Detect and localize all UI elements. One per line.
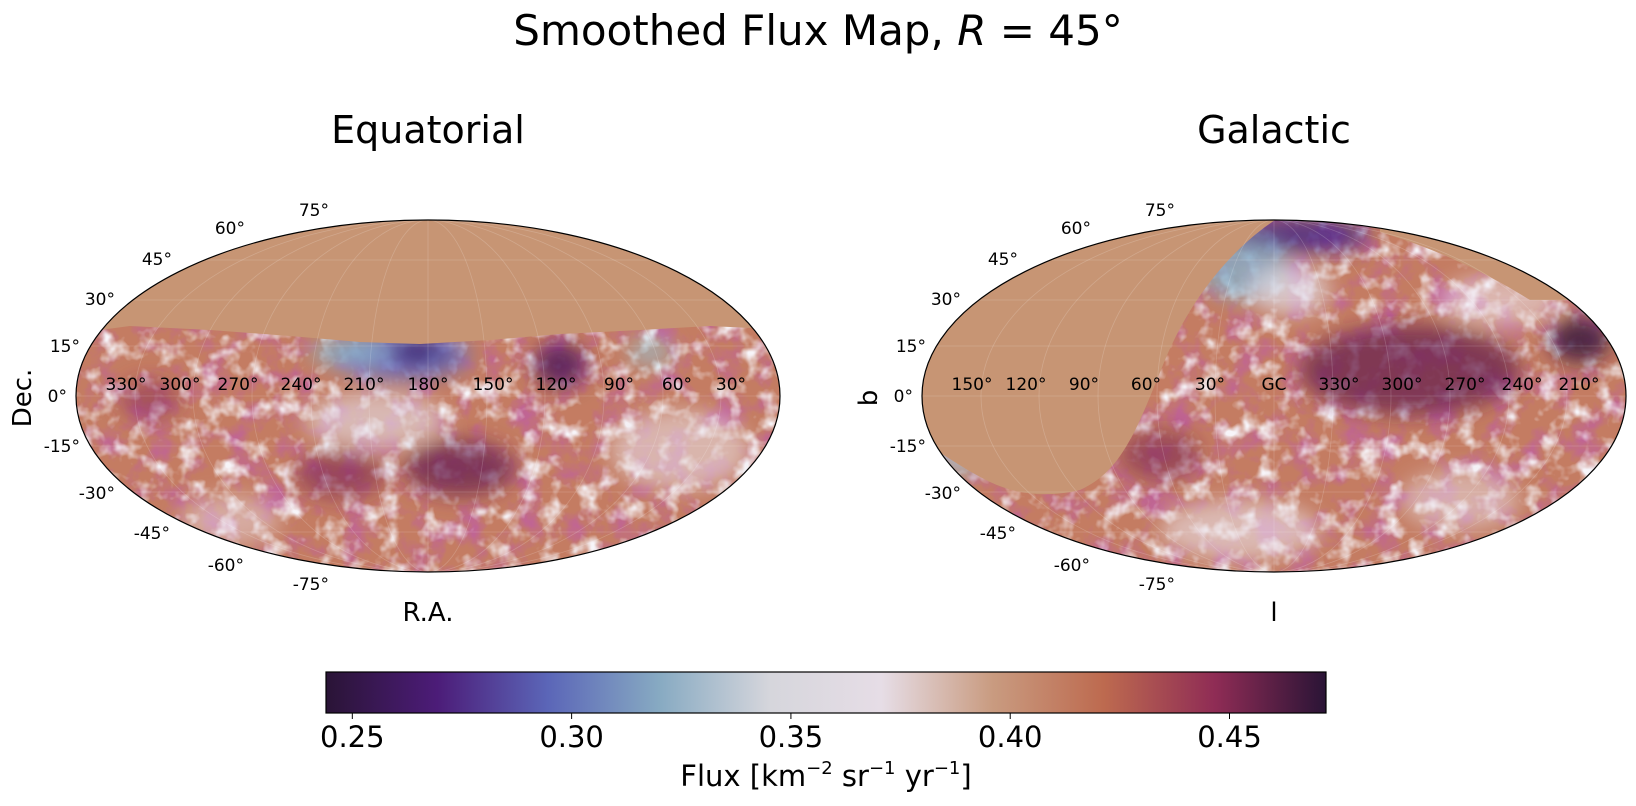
colorbar-gradient — [325, 671, 1327, 714]
colorbar: 0.25 0.30 0.35 0.40 0.45 Flux [km−2 sr−1 yr−… — [320, 671, 1327, 793]
galactic-lon-tick: 330° — [1319, 375, 1360, 395]
colorbar-tick-label: 0.45 — [1197, 720, 1262, 754]
equatorial-lon-ticks: 330° 300° 270° 240° 210° 180° 150° 120° … — [106, 375, 747, 395]
colorbar-tick-label: 0.40 — [978, 720, 1043, 754]
equatorial-lon-tick: 120° — [536, 375, 577, 395]
galactic-title: Galactic — [1197, 108, 1351, 152]
equatorial-lat-tick: -45° — [134, 524, 170, 544]
galactic-lat-tick: -75° — [1139, 575, 1175, 595]
equatorial-masked-region — [76, 220, 780, 344]
colorbar-label: Flux [km−2 sr−1 yr−1] — [680, 758, 971, 793]
equatorial-lat-tick: 75° — [299, 201, 329, 221]
galactic-masked-region — [922, 220, 1275, 495]
equatorial-lat-tick: 0° — [48, 387, 67, 407]
galactic-lon-tick: 150° — [952, 375, 993, 395]
equatorial-xlabel: R.A. — [403, 598, 454, 628]
equatorial-lon-tick: 150° — [473, 375, 514, 395]
equatorial-lon-tick: 300° — [160, 375, 201, 395]
equatorial-lon-tick: 60° — [662, 375, 692, 395]
equatorial-lat-tick: -60° — [208, 556, 244, 576]
equatorial-lat-ticks: 75° 60° 45° 30° 15° 0° -15° -30° -45° -6… — [44, 201, 329, 595]
galactic-lon-ticks: 150° 120° 90° 60° 30° GC 330° 300° 270° … — [952, 375, 1600, 395]
galactic-map — [922, 220, 1626, 572]
equatorial-lon-tick: 270° — [218, 375, 259, 395]
galactic-lon-tick: 270° — [1445, 375, 1486, 395]
galactic-panel: Galactic — [854, 108, 1627, 628]
colorbar-tick-label: 0.30 — [539, 720, 604, 754]
equatorial-lat-tick: -15° — [44, 437, 80, 457]
galactic-lat-tick: -45° — [980, 524, 1016, 544]
equatorial-lon-tick: 30° — [716, 375, 746, 395]
galactic-lat-tick: 30° — [931, 290, 961, 310]
galactic-lon-tick: 240° — [1502, 375, 1543, 395]
galactic-lat-tick: 60° — [1061, 219, 1091, 239]
equatorial-lon-tick: 90° — [604, 375, 634, 395]
colorbar-tick-label: 0.25 — [320, 720, 385, 754]
galactic-xlabel: l — [1270, 598, 1277, 628]
colorbar-tick-label: 0.35 — [759, 720, 824, 754]
equatorial-flux-features — [120, 329, 750, 545]
galactic-lon-tick: 300° — [1382, 375, 1423, 395]
equatorial-lat-tick: 30° — [85, 290, 115, 310]
galactic-lat-ticks: 75° 60° 45° 30° 15° 0° -15° -30° -45° -6… — [890, 201, 1175, 595]
equatorial-lon-tick: 180° — [408, 375, 449, 395]
equatorial-lat-tick: 15° — [50, 337, 80, 357]
galactic-lat-tick: 45° — [988, 250, 1018, 270]
galactic-lat-tick: -60° — [1054, 556, 1090, 576]
equatorial-lon-tick: 210° — [344, 375, 385, 395]
equatorial-title: Equatorial — [331, 108, 525, 152]
galactic-lon-tick: 210° — [1559, 375, 1600, 395]
equatorial-frame — [75, 219, 781, 573]
galactic-lat-tick: -30° — [925, 484, 961, 504]
galactic-lon-tick: 90° — [1069, 375, 1099, 395]
equatorial-ylabel: Dec. — [8, 369, 38, 428]
galactic-frame — [921, 219, 1627, 573]
galactic-lon-tick: 120° — [1006, 375, 1047, 395]
colorbar-ticks: 0.25 0.30 0.35 0.40 0.45 — [320, 713, 1262, 754]
equatorial-lat-tick: -75° — [293, 575, 329, 595]
galactic-graticule — [922, 220, 1626, 572]
galactic-lat-tick: 0° — [894, 387, 913, 407]
galactic-ylabel: b — [854, 390, 884, 407]
galactic-lon-tick: 30° — [1195, 375, 1225, 395]
equatorial-lon-tick: 330° — [106, 375, 147, 395]
galactic-lat-tick: 75° — [1145, 201, 1175, 221]
galactic-lon-tick: 60° — [1131, 375, 1161, 395]
equatorial-map — [76, 220, 780, 572]
equatorial-graticule — [76, 220, 780, 572]
galactic-lon-tick: GC — [1261, 375, 1286, 395]
equatorial-lat-tick: -30° — [79, 484, 115, 504]
galactic-lat-tick: 15° — [896, 337, 926, 357]
equatorial-lat-tick: 60° — [215, 219, 245, 239]
equatorial-panel: Equatorial — [8, 108, 781, 628]
figure-title: Smoothed Flux Map, R = 45° — [513, 6, 1122, 55]
equatorial-lat-tick: 45° — [142, 250, 172, 270]
galactic-lat-tick: -15° — [890, 437, 926, 457]
equatorial-lon-tick: 240° — [281, 375, 322, 395]
